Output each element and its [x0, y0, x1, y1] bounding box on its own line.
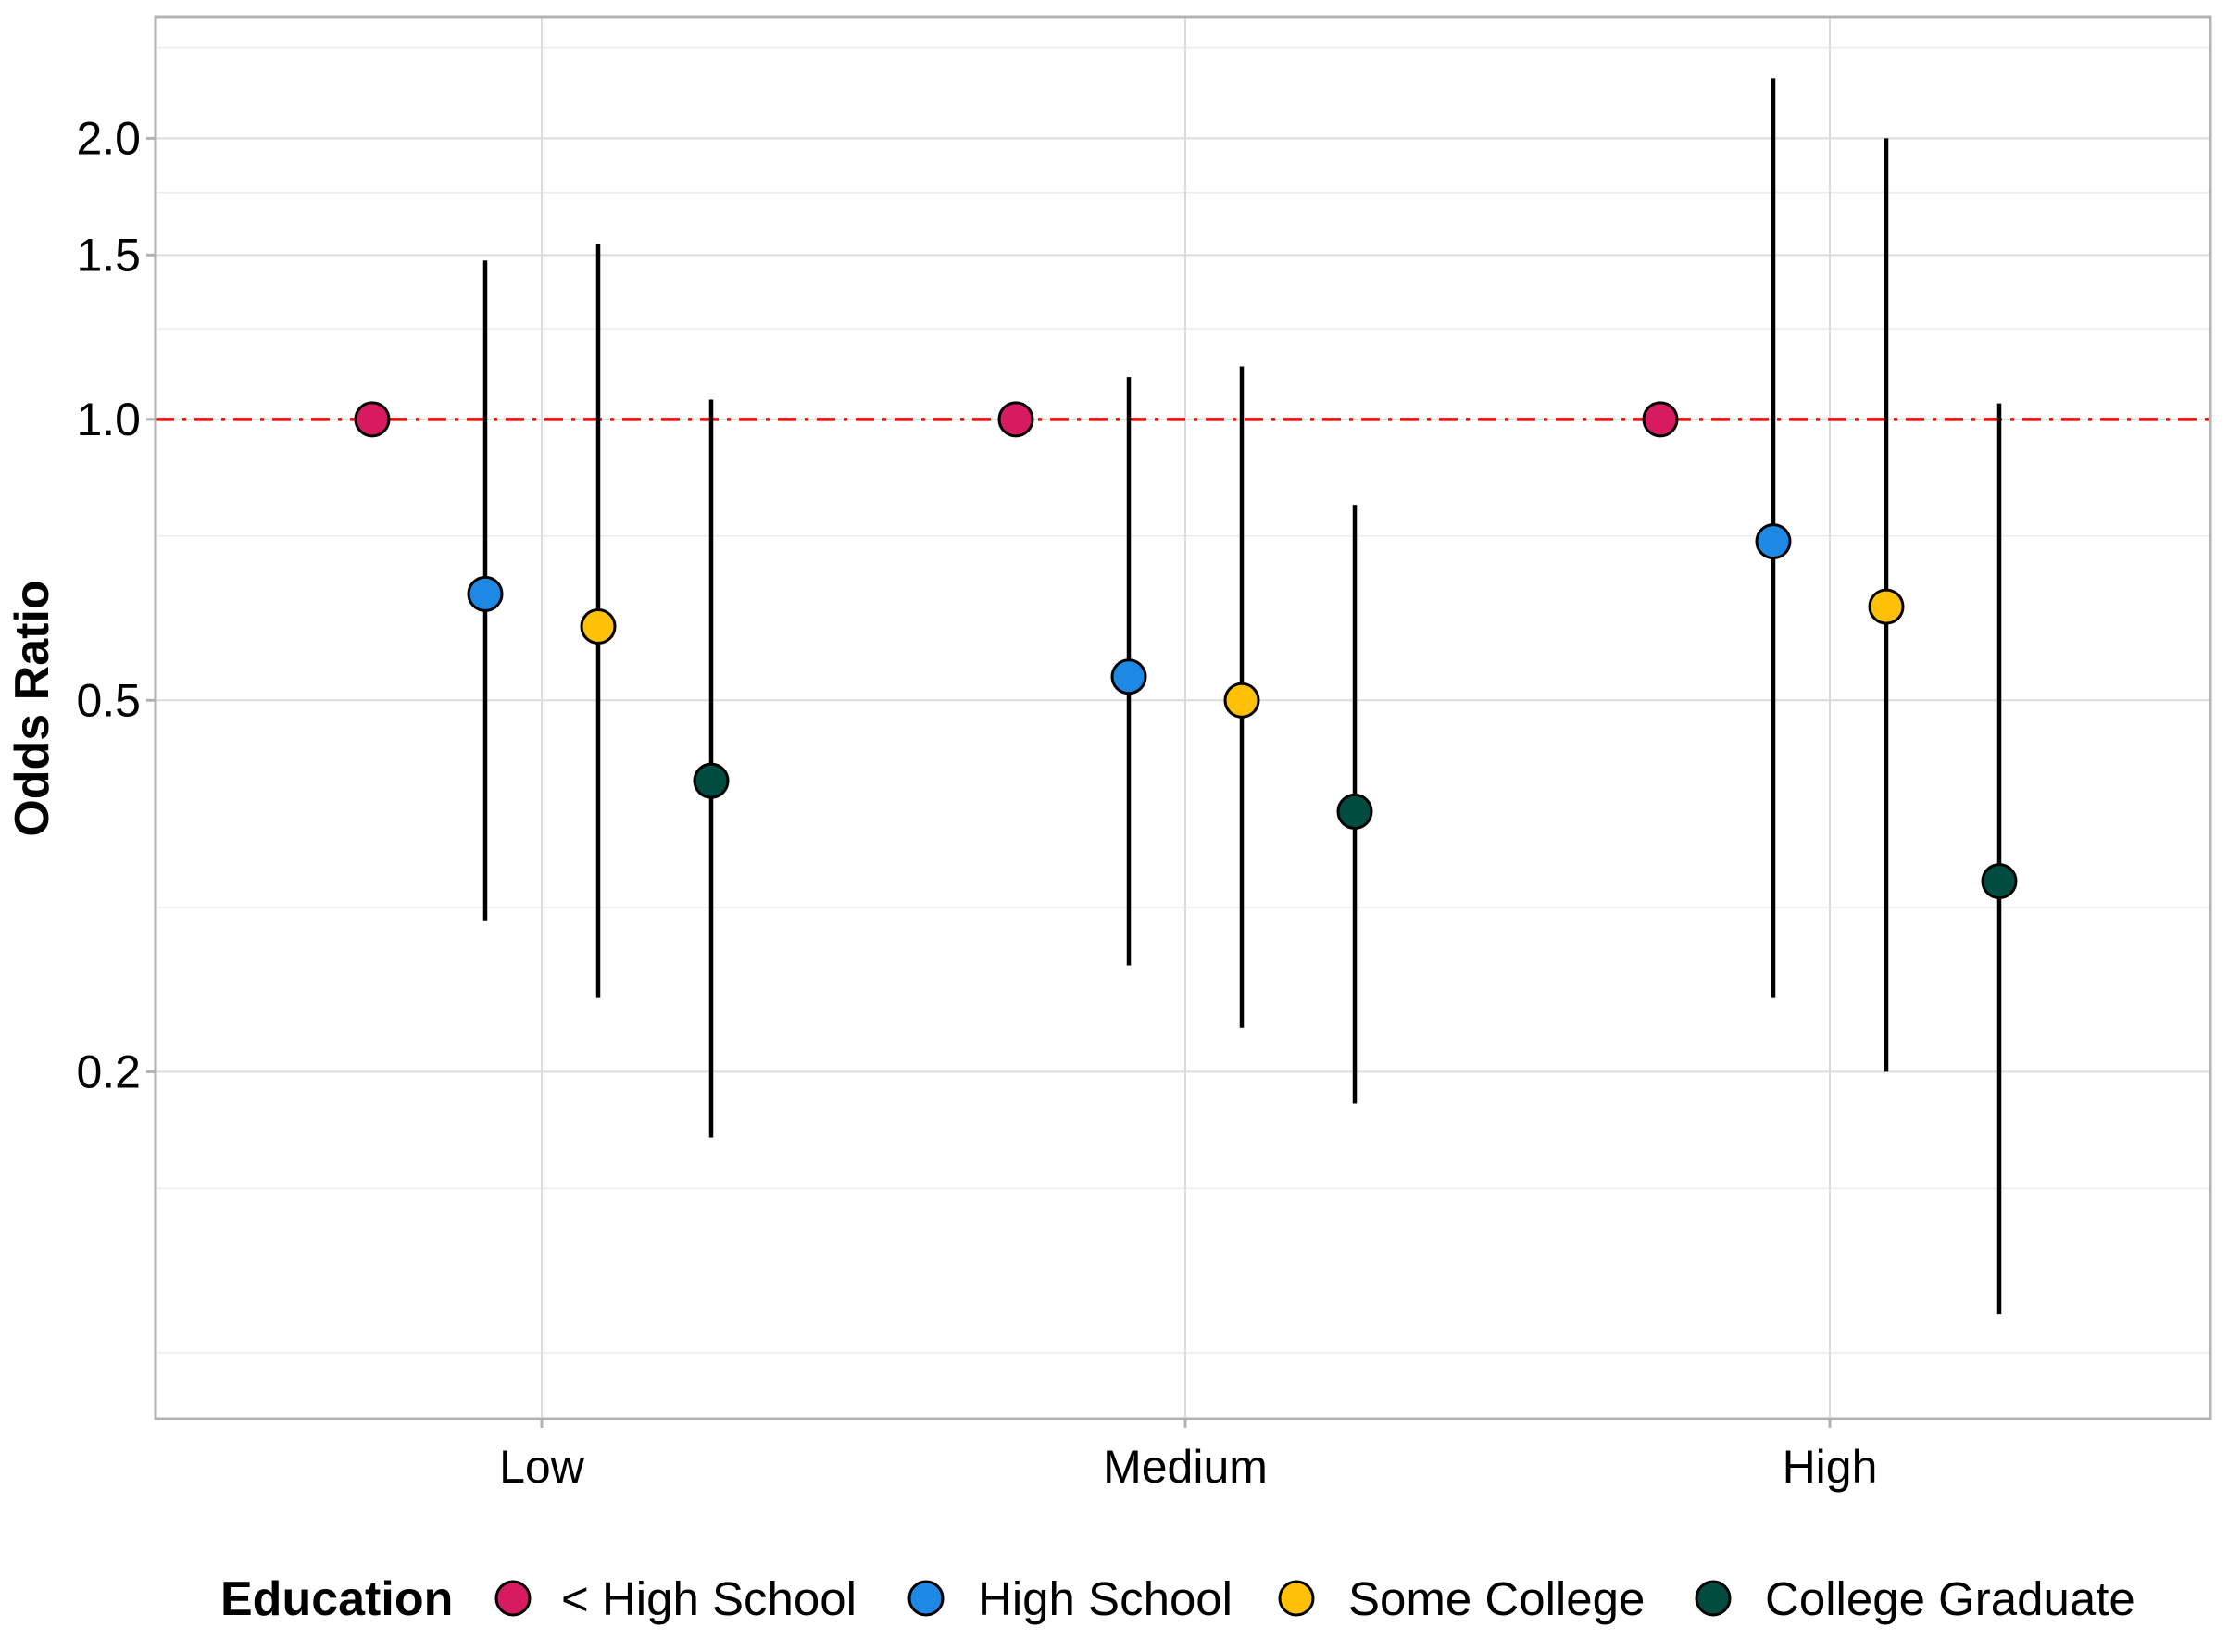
y-tick-label: 0.2	[76, 1045, 141, 1097]
axes: 0.2 0.5 1.0 1.5 2.0 Low Medium High	[76, 112, 1877, 1493]
legend: Education < High School High School Some C…	[220, 1572, 2135, 1626]
data-point	[1642, 401, 1679, 438]
y-axis-title: Odds Ratio	[6, 580, 59, 836]
legend-label: College Graduate	[1765, 1572, 2135, 1625]
data-point	[1868, 588, 1905, 625]
legend-key	[907, 1580, 945, 1617]
data-point	[467, 575, 504, 612]
x-tick-label: High	[1783, 1441, 1878, 1493]
y-tick-label: 0.5	[76, 674, 141, 726]
data-point	[693, 762, 730, 799]
data-point	[1110, 658, 1147, 695]
legend-key	[1278, 1580, 1315, 1617]
data-point	[1981, 863, 2018, 900]
legend-key	[494, 1580, 532, 1617]
legend-key	[1695, 1580, 1732, 1617]
data-point	[1223, 682, 1260, 719]
data-point	[580, 607, 617, 645]
data-point	[354, 401, 391, 438]
data-point	[1755, 523, 1792, 560]
legend-title: Education	[220, 1572, 453, 1626]
data-point	[997, 401, 1034, 438]
y-tick-label: 1.0	[76, 394, 141, 445]
x-tick-label: Medium	[1103, 1441, 1268, 1493]
legend-label: High School	[978, 1572, 1233, 1625]
data-point	[1336, 793, 1373, 830]
y-tick-label: 2.0	[76, 112, 141, 164]
legend-label: < High School	[561, 1572, 857, 1625]
y-tick-label: 1.5	[76, 229, 141, 281]
x-tick-label: Low	[499, 1441, 585, 1493]
legend-label: Some College	[1348, 1572, 1645, 1625]
plot-panel-border	[154, 15, 2212, 1420]
data-points	[354, 401, 2018, 900]
grid-lines	[156, 17, 2210, 1419]
